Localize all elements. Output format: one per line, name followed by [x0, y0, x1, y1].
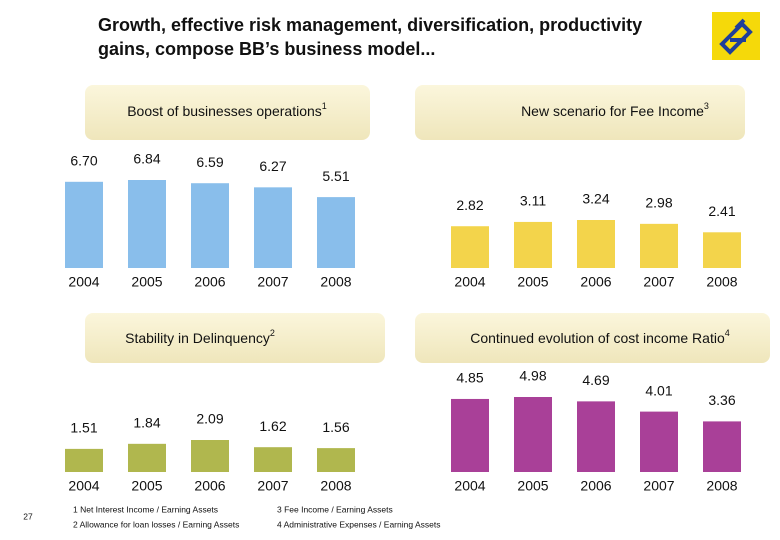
x-tick-label: 2005 [131, 478, 162, 494]
panel-header [415, 313, 770, 363]
chart-title: Continued evolution of cost income Ratio… [470, 328, 730, 345]
bar [640, 411, 678, 472]
bar [317, 197, 355, 268]
value-label: 3.11 [520, 193, 546, 209]
value-label: 1.51 [70, 420, 97, 436]
value-label: 2.41 [708, 203, 735, 219]
value-label: 6.84 [133, 151, 160, 167]
value-label: 2.09 [196, 411, 223, 427]
x-tick-label: 2005 [517, 274, 548, 290]
chart-title-text: Boost of businesses operations [127, 103, 322, 119]
bar [128, 180, 166, 268]
x-tick-label: 2004 [454, 274, 485, 290]
chart-title-text: Continued evolution of cost income Ratio [470, 330, 725, 346]
chart-title-text: Stability in Delinquency [125, 330, 270, 346]
value-label: 2.98 [645, 195, 672, 211]
value-label: 4.01 [645, 382, 672, 398]
x-tick-label: 2006 [194, 478, 225, 494]
value-label: 5.51 [322, 168, 349, 184]
footnote-ref: 2 [270, 328, 275, 338]
value-label: 1.56 [322, 419, 349, 435]
x-tick-label: 2008 [320, 478, 351, 494]
panel-header [85, 313, 385, 363]
x-tick-label: 2004 [454, 478, 485, 494]
bar [254, 447, 292, 472]
footnote-ref: 1 [322, 101, 327, 111]
bar [577, 220, 615, 268]
x-tick-label: 2004 [68, 274, 99, 290]
value-label: 6.70 [70, 153, 97, 169]
slide-title: Growth, effective risk management, diver… [98, 15, 642, 35]
logo [712, 12, 760, 60]
value-label: 4.85 [456, 370, 483, 386]
panel-header [85, 85, 370, 140]
value-label: 1.62 [259, 418, 286, 434]
x-tick-label: 2007 [643, 274, 674, 290]
chart-title: Stability in Delinquency2 [125, 328, 275, 345]
bar [640, 223, 678, 268]
footnote-ref: 3 [704, 101, 709, 111]
bar [514, 221, 552, 268]
footnote: 2 Allowance for loan losses / Earning As… [73, 519, 239, 529]
x-tick-label: 2008 [706, 274, 737, 290]
value-label: 4.69 [582, 372, 609, 388]
bar [451, 226, 489, 268]
x-tick-label: 2007 [257, 274, 288, 290]
x-tick-label: 2006 [580, 274, 611, 290]
value-label: 3.36 [708, 392, 735, 408]
value-label: 6.27 [259, 158, 286, 174]
x-tick-label: 2008 [706, 478, 737, 494]
panel-header [415, 85, 745, 140]
bar [317, 448, 355, 472]
value-label: 2.82 [456, 197, 483, 213]
value-label: 3.24 [582, 191, 609, 207]
footnote-ref: 4 [725, 328, 730, 338]
x-tick-label: 2007 [257, 478, 288, 494]
value-label: 1.84 [133, 415, 160, 431]
chart-title-text: New scenario for Fee Income [521, 103, 704, 119]
x-tick-label: 2005 [131, 274, 162, 290]
bar [191, 440, 229, 472]
footnote: 4 Administrative Expenses / Earning Asse… [277, 519, 440, 529]
value-label: 6.59 [196, 154, 223, 170]
chart-title: Boost of businesses operations1 [127, 101, 327, 118]
chart-title: New scenario for Fee Income3 [521, 101, 709, 118]
x-tick-label: 2005 [517, 478, 548, 494]
footnote: 3 Fee Income / Earning Assets [277, 504, 393, 514]
bar [65, 448, 103, 472]
bar [451, 398, 489, 472]
bar [514, 397, 552, 472]
bar [65, 181, 103, 268]
bar [191, 183, 229, 268]
bar [577, 401, 615, 472]
x-tick-label: 2006 [580, 478, 611, 494]
slide-title: gains, compose BB’s business model... [98, 39, 435, 59]
footnote: 1 Net Interest Income / Earning Assets [73, 504, 218, 514]
bar [703, 421, 741, 472]
x-tick-label: 2007 [643, 478, 674, 494]
x-tick-label: 2006 [194, 274, 225, 290]
value-label: 4.98 [519, 368, 546, 384]
page-number: 27 [23, 511, 33, 521]
bar [703, 232, 741, 268]
x-tick-label: 2004 [68, 478, 99, 494]
bar [128, 443, 166, 472]
bar [254, 187, 292, 268]
x-tick-label: 2008 [320, 274, 351, 290]
